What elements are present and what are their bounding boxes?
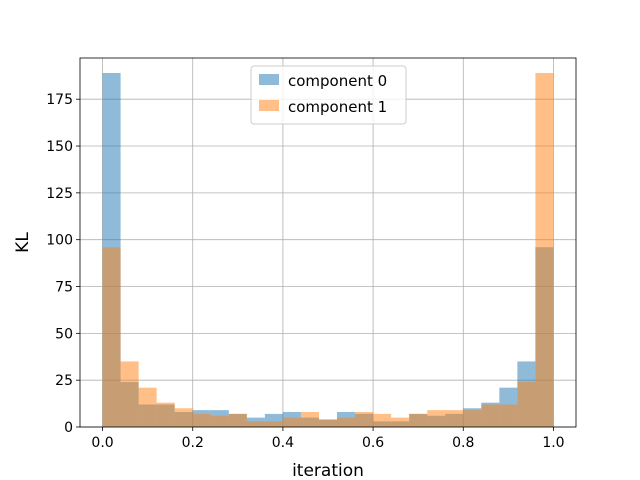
histogram-bar-series-1 [156, 402, 175, 427]
histogram-bar-series-1 [391, 417, 410, 427]
histogram-bar-series-1 [192, 413, 211, 427]
y-tick-label: 125 [46, 186, 73, 202]
x-tick-label: 0.2 [182, 435, 204, 451]
histogram-bar-series-1 [373, 413, 392, 427]
y-tick-label: 175 [46, 92, 73, 108]
x-tick-label: 0.8 [452, 435, 474, 451]
histogram-bar-series-1 [318, 419, 338, 427]
legend-swatch-component-1 [259, 100, 279, 111]
histogram-bar-series-1 [337, 417, 356, 427]
histogram-bar-series-1 [463, 410, 482, 427]
histogram-bar-series-1 [355, 412, 374, 427]
x-axis-label: iteration [292, 461, 364, 480]
y-tick-label: 50 [55, 326, 73, 342]
histogram-bar-series-1 [481, 404, 500, 427]
histogram-bar-series-1 [535, 72, 554, 427]
axis-ticks: 0.0 0.2 0.4 0.6 0.8 1.0 0 25 50 75 100 125 150 175 [46, 92, 564, 451]
y-tick-label: 25 [55, 373, 73, 389]
histogram-bar-series-1 [499, 404, 518, 427]
legend-label-component-1: component 1 [288, 98, 387, 116]
histogram-bar-series-1 [282, 417, 301, 427]
x-tick-label: 1.0 [542, 435, 564, 451]
histogram-bar-series-1 [228, 413, 247, 427]
legend-label-component-0: component 0 [288, 72, 387, 90]
y-tick-label: 75 [55, 280, 73, 296]
plot-frame [79, 57, 577, 428]
legend-swatch-component-0 [259, 74, 279, 85]
histogram-bar-series-1 [264, 421, 283, 427]
y-tick-label: 150 [46, 139, 73, 155]
histogram-bar-series-1 [102, 247, 121, 427]
y-tick-label: 100 [46, 233, 73, 249]
histogram-bar-series-1 [409, 413, 428, 427]
histogram-bar-series-1 [246, 421, 265, 427]
histogram-bar-series-1 [210, 415, 229, 427]
x-tick-label: 0.0 [91, 435, 113, 451]
histogram-bars [102, 72, 554, 427]
histogram-bar-series-1 [174, 408, 193, 427]
legend: component 0 component 1 [250, 65, 407, 125]
histogram-bar-series-1 [427, 410, 446, 427]
legend-box [250, 65, 407, 125]
histogram-bar-series-1 [120, 361, 139, 427]
histogram-bar-series-1 [138, 387, 157, 427]
x-tick-label: 0.6 [362, 435, 384, 451]
histogram-bar-series-1 [445, 410, 464, 427]
y-axis-label: KL [13, 232, 33, 253]
histogram-bar-series-1 [300, 412, 319, 427]
histogram-bar-series-1 [517, 382, 536, 427]
x-tick-label: 0.4 [272, 435, 294, 451]
y-tick-label: 0 [64, 420, 73, 436]
